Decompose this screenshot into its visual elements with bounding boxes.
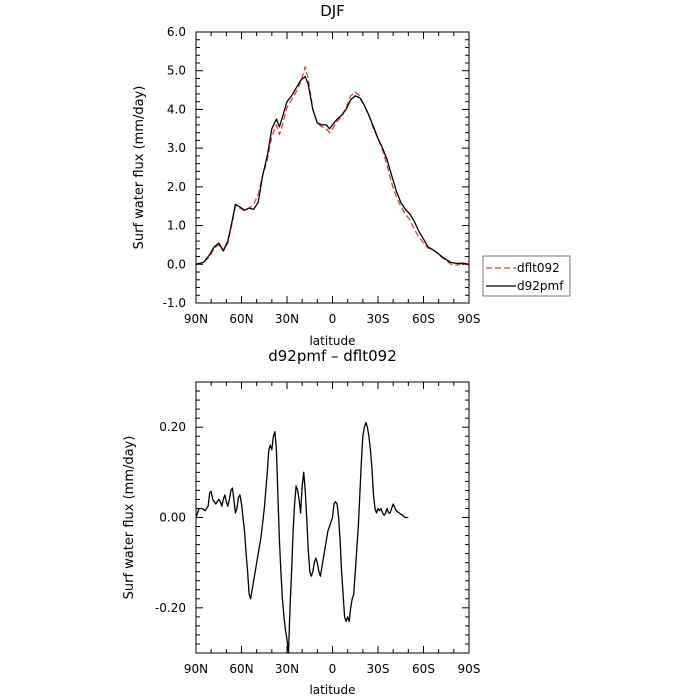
chart-title: d92pmf – dflt092 bbox=[268, 347, 397, 365]
x-tick-label: 30S bbox=[367, 662, 390, 676]
x-tick-label: 90N bbox=[184, 662, 208, 676]
y-tick-label: -1.0 bbox=[163, 296, 186, 310]
x-tick-label: 90S bbox=[458, 312, 481, 326]
y-tick-label: 0.00 bbox=[159, 511, 186, 525]
x-tick-label: 60S bbox=[412, 662, 435, 676]
plot-frame bbox=[195, 31, 470, 304]
y-tick-label: -0.20 bbox=[155, 601, 186, 615]
x-axis-label: latitude bbox=[309, 334, 355, 348]
series-line bbox=[195, 421, 409, 654]
x-tick-label: 90N bbox=[184, 312, 208, 326]
y-tick-label: 3.0 bbox=[167, 141, 186, 155]
legend-box bbox=[482, 255, 571, 297]
y-tick-label: 2.0 bbox=[167, 180, 186, 194]
x-tick-label: 60N bbox=[229, 662, 253, 676]
y-axis-label: Surf water flux (mm/day) bbox=[122, 436, 137, 600]
y-tick-label: 0.20 bbox=[159, 420, 186, 434]
x-tick-label: 30N bbox=[275, 312, 299, 326]
x-tick-label: 90S bbox=[458, 662, 481, 676]
y-axis-label: Surf water flux (mm/day) bbox=[132, 86, 147, 250]
x-tick-label: 0 bbox=[329, 662, 337, 676]
x-tick-label: 30N bbox=[275, 662, 299, 676]
chart-title: DJF bbox=[320, 2, 345, 20]
y-tick-label: 0.0 bbox=[167, 257, 186, 271]
y-tick-label: 4.0 bbox=[167, 102, 186, 116]
top-panel: 90N 60N 30N 0 30S 60S 90S -1.0 0.0 1.0 2.0 3.0 4.0 5.… bbox=[132, 2, 571, 348]
x-tick-label: 60S bbox=[412, 312, 435, 326]
series-line-dflt092 bbox=[195, 66, 470, 266]
bottom-panel: 90N 60N 30N 0 30S 60S 90S -0.20 0.00 0.20 d92pmf –… bbox=[122, 347, 480, 697]
x-tick-label: 0 bbox=[329, 312, 337, 326]
x-axis-label: latitude bbox=[309, 683, 355, 697]
legend-label-dflt092: dflt092 bbox=[517, 261, 560, 275]
x-tick-label: 30S bbox=[367, 312, 390, 326]
x-tick-label: 60N bbox=[229, 312, 253, 326]
y-tick-label: 5.0 bbox=[167, 64, 186, 78]
y-tick-label: 6.0 bbox=[167, 25, 186, 39]
series-line-d92pmf bbox=[195, 75, 470, 265]
y-tick-label: 1.0 bbox=[167, 219, 186, 233]
legend-label-d92pmf: d92pmf bbox=[517, 279, 564, 293]
